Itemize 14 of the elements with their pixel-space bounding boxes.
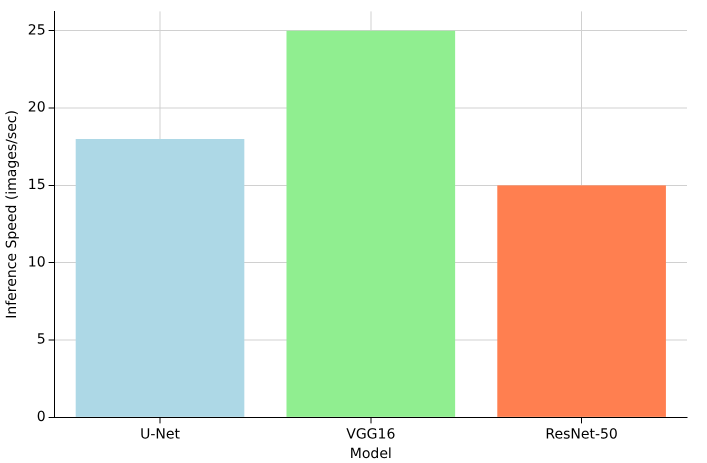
bar	[286, 30, 456, 417]
y-tick-label: 10	[28, 254, 46, 270]
y-tick-label: 5	[36, 332, 46, 348]
y-tick-label: 15	[28, 177, 46, 194]
x-tick-label: U-Net	[140, 426, 180, 442]
y-tick-label: 0	[36, 409, 46, 426]
bar	[497, 185, 666, 417]
x-tick-label: ResNet-50	[545, 426, 618, 442]
y-tick-label: 20	[28, 100, 46, 116]
x-axis-title: Model	[350, 446, 392, 462]
y-axis-title: Inference Speed (images/sec)	[4, 110, 20, 319]
x-tick-label: VGG16	[346, 426, 396, 442]
bar	[76, 139, 244, 417]
y-tick-label: 25	[28, 22, 46, 38]
